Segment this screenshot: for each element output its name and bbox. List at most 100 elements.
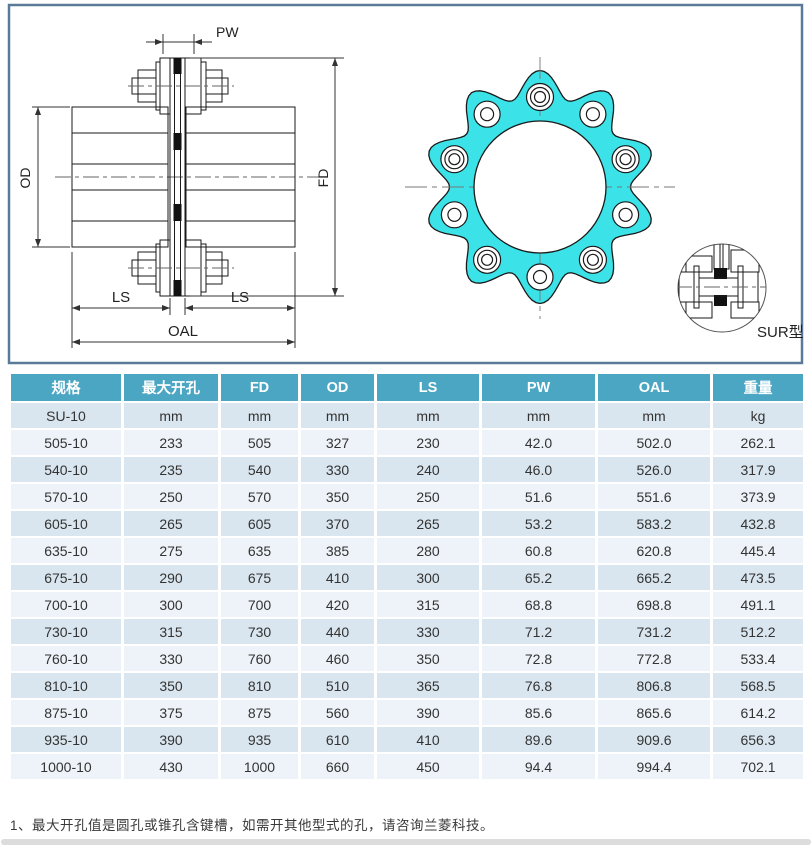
- cross-section-view: PW OD FD LS: [17, 24, 344, 348]
- column-header-6: OAL: [598, 374, 710, 401]
- table-cell: 730: [221, 619, 298, 644]
- table-cell: 473.5: [713, 565, 803, 590]
- table-cell: 505-10: [11, 430, 121, 455]
- table-cell: 994.4: [598, 754, 710, 779]
- table-cell: 491.1: [713, 592, 803, 617]
- table-cell: 510: [301, 673, 374, 698]
- table-row: 605-10 265 605 370 265 53.2 583.2 432.8: [11, 511, 803, 536]
- bolt-hole: [448, 153, 461, 166]
- table-cell: 46.0: [482, 457, 595, 482]
- table-cell: 68.8: [482, 592, 595, 617]
- table-cell: 350: [124, 673, 218, 698]
- table-cell: 810: [221, 673, 298, 698]
- table-cell: 330: [301, 457, 374, 482]
- table-row: 700-10 300 700 420 315 68.8 698.8 491.1: [11, 592, 803, 617]
- table-cell: 250: [124, 484, 218, 509]
- bolt-hole: [533, 90, 547, 104]
- table-cell: 365: [377, 673, 479, 698]
- table-cell: 570-10: [11, 484, 121, 509]
- bolt-hole: [476, 249, 498, 270]
- table-cell: 551.6: [598, 484, 710, 509]
- table-row: 675-10 290 675 410 300 65.2 665.2 473.5: [11, 565, 803, 590]
- bolt-hole: [615, 149, 636, 170]
- table-cell: 460: [301, 646, 374, 671]
- units-row: SU-10 mm mm mm mm mm mm kg: [11, 403, 803, 428]
- column-header-5: PW: [482, 374, 595, 401]
- bottom-divider-bar: [1, 839, 811, 845]
- bolt-hole: [526, 263, 554, 291]
- od-label: OD: [17, 168, 33, 189]
- table-cell: 568.5: [713, 673, 803, 698]
- column-header-4: LS: [377, 374, 479, 401]
- top-bolt-assembly: [128, 57, 234, 115]
- column-header-2: FD: [221, 374, 298, 401]
- bolt-hole: [473, 100, 501, 128]
- table-cell: 240: [377, 457, 479, 482]
- table-cell: 583.2: [598, 511, 710, 536]
- table-cell: 610: [301, 727, 374, 752]
- table-cell: mm: [221, 403, 298, 428]
- table-cell: 620.8: [598, 538, 710, 563]
- table-cell: 533.4: [713, 646, 803, 671]
- table-cell: 605: [221, 511, 298, 536]
- table-row: 760-10 330 760 460 350 72.8 772.8 533.4: [11, 646, 803, 671]
- table-cell: 675-10: [11, 565, 121, 590]
- table-row: 810-10 350 810 510 365 76.8 806.8 568.5: [11, 673, 803, 698]
- table-cell: 875-10: [11, 700, 121, 725]
- ls-left-label: LS: [112, 289, 130, 306]
- table-cell: 700: [221, 592, 298, 617]
- table-cell: 315: [124, 619, 218, 644]
- column-header-7: 重量: [713, 374, 803, 401]
- table-cell: 390: [377, 700, 479, 725]
- table-cell: 94.4: [482, 754, 595, 779]
- bolt-hole: [611, 201, 640, 229]
- sur-detail-view: SUR型: [677, 243, 804, 341]
- table-cell: 300: [124, 592, 218, 617]
- bolt-hole: [579, 100, 607, 128]
- table-cell: 262.1: [713, 430, 803, 455]
- table-header-row: 规格 最大开孔 FD OD LS PW OAL 重量: [11, 374, 803, 401]
- table-cell: 1000-10: [11, 754, 121, 779]
- table-cell: 760-10: [11, 646, 121, 671]
- table-row: 935-10 390 935 610 410 89.6 909.6 656.3: [11, 727, 803, 752]
- technical-drawing: PW OD FD LS: [0, 0, 812, 370]
- coupling-drawing-svg: PW OD FD LS: [7, 3, 804, 365]
- table-cell: 410: [301, 565, 374, 590]
- table-cell: SU-10: [11, 403, 121, 428]
- table-cell: 810-10: [11, 673, 121, 698]
- table-cell: mm: [482, 403, 595, 428]
- table-cell: 76.8: [482, 673, 595, 698]
- pw-label: PW: [216, 24, 239, 40]
- drawing-frame: [7, 3, 804, 365]
- flange-front-view: [405, 57, 675, 319]
- table-cell: 698.8: [598, 592, 710, 617]
- dim-od: OD: [17, 106, 70, 248]
- table-row: 505-10 233 505 327 230 42.0 502.0 262.1: [11, 430, 803, 455]
- table-cell: 71.2: [482, 619, 595, 644]
- footnote: 1、最大开孔值是圆孔或锥孔含键槽，如需开其他型式的孔，请咨询兰菱科技。: [10, 818, 495, 833]
- table-cell: 420: [301, 592, 374, 617]
- bolt-hole: [440, 201, 469, 229]
- table-cell: 350: [301, 484, 374, 509]
- bolt-hole: [447, 207, 462, 222]
- table-cell: 72.8: [482, 646, 595, 671]
- table-row: 1000-10 430 1000 660 450 94.4 994.4 702.1: [11, 754, 803, 779]
- table-cell: mm: [377, 403, 479, 428]
- ls-right-label: LS: [231, 289, 249, 306]
- column-header-1: 最大开孔: [124, 374, 218, 401]
- table-cell: 865.6: [598, 700, 710, 725]
- table-cell: 280: [377, 538, 479, 563]
- fd-label: FD: [315, 169, 331, 188]
- table-cell: 540-10: [11, 457, 121, 482]
- table-row: 635-10 275 635 385 280 60.8 620.8 445.4: [11, 538, 803, 563]
- table-cell: 370: [301, 511, 374, 536]
- bolt-hole: [480, 253, 494, 266]
- table-cell: 512.2: [713, 619, 803, 644]
- bolt-hole: [618, 207, 633, 222]
- table-cell: 375: [124, 700, 218, 725]
- bolt-hole: [585, 107, 601, 122]
- table-cell: mm: [301, 403, 374, 428]
- dim-ls-oal: LS LS OAL: [71, 252, 296, 348]
- bolt-hole: [586, 253, 600, 266]
